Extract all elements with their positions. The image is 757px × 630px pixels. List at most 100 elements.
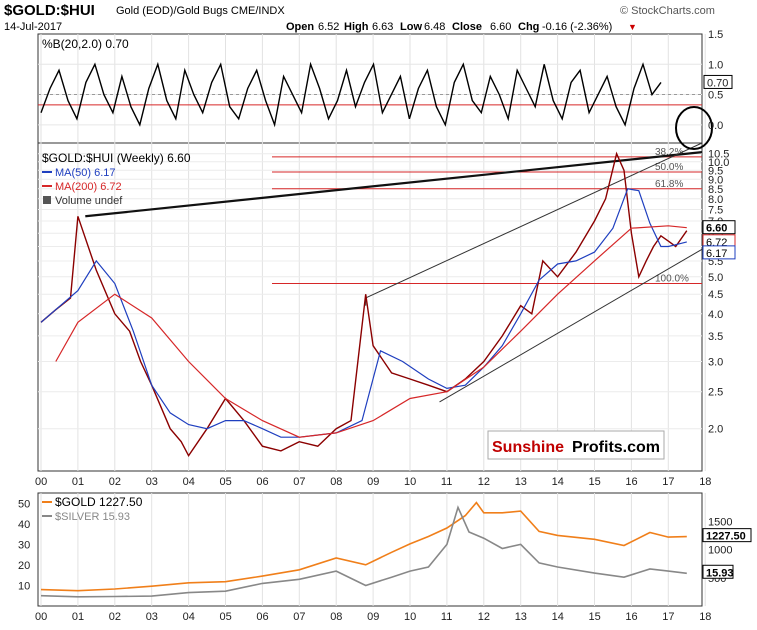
bottom-x-tick: 12 [478, 611, 490, 623]
main-x-tick: 06 [256, 476, 268, 488]
silver-value-label: 15.93 [706, 567, 734, 579]
main-y-tick: 4.0 [708, 309, 723, 321]
bottom-x-tick: 06 [256, 611, 268, 623]
right-value-label: 6.17 [706, 248, 727, 260]
main-x-tick: 14 [552, 476, 564, 488]
main-legend-volume: Volume undef [55, 195, 123, 207]
gold-value-label: 1227.50 [706, 531, 746, 543]
main-x-tick: 05 [220, 476, 232, 488]
main-legend-title: $GOLD:$HUI (Weekly) 6.60 [42, 151, 191, 165]
ma200-line [55, 225, 687, 438]
ind-value-label: 0.70 [707, 77, 728, 89]
bottom-right-tick: 1500 [708, 516, 732, 528]
chg-value: -0.16 (-2.36%) [542, 21, 612, 33]
main-y-tick: 2.5 [708, 387, 723, 399]
bottom-x-tick: 03 [146, 611, 158, 623]
ind-y-tick: 1.5 [708, 29, 723, 41]
bottom-x-tick: 14 [552, 611, 564, 623]
bottom-x-tick: 15 [589, 611, 601, 623]
main-y-tick: 5.0 [708, 272, 723, 284]
watermark-stockcharts: © StockCharts.com [620, 5, 715, 17]
fib-label: 100.0% [655, 274, 689, 285]
main-x-tick: 02 [109, 476, 121, 488]
long-trendline [85, 151, 703, 218]
main-x-tick: 13 [515, 476, 527, 488]
header-description: Gold (EOD)/Gold Bugs CME/INDX [116, 5, 285, 17]
main-x-tick: 17 [662, 476, 674, 488]
bottom-x-tick: 17 [662, 611, 674, 623]
low-label: Low [400, 21, 422, 33]
main-y-tick: 9.5 [708, 165, 723, 177]
watermark-sunshine: Sunshine [492, 439, 564, 456]
main-y-tick: 10.5 [708, 149, 729, 161]
gold-line [40, 501, 687, 592]
chg-arrow-icon: ▼ [628, 22, 637, 32]
watermark-box [487, 430, 665, 460]
bottom-x-tick: 13 [515, 611, 527, 623]
channel-lower-line [439, 248, 703, 403]
bottom-left-tick: 30 [18, 539, 30, 551]
main-y-tick: 8.0 [708, 194, 723, 206]
main-y-tick: 7.5 [708, 205, 723, 217]
open-label: Open [286, 21, 314, 33]
main-y-tick: 3.0 [708, 356, 723, 368]
bottom-x-tick: 00 [35, 611, 47, 623]
bottom-left-tick: 20 [18, 560, 30, 572]
main-panel-frame [37, 142, 703, 472]
header-date: 14-Jul-2017 [4, 21, 62, 33]
open-value: 6.52 [318, 21, 339, 33]
bottom-layer [40, 501, 687, 598]
main-x-tick: 09 [367, 476, 379, 488]
main-layer: 38.2% 50.0% 61.8% 100.0% [40, 106, 713, 458]
right-value-box [702, 245, 736, 260]
ind-y-tick: 1.0 [708, 59, 723, 71]
indicator-panel-frame [37, 33, 703, 144]
bottom-left-tick: 50 [18, 498, 30, 510]
bottom-left-tick: 10 [18, 580, 30, 592]
right-value-label: 6.60 [706, 223, 727, 235]
main-x-tick: 00 [35, 476, 47, 488]
main-x-tick: 15 [589, 476, 601, 488]
main-y-tick: 3.5 [708, 331, 723, 343]
bottom-x-tick: 08 [330, 611, 342, 623]
indicator-legend-title: %B(20,2.0) 0.70 [42, 37, 129, 51]
bottom-panel-frame [37, 492, 703, 607]
bottom-x-tick: 01 [72, 611, 84, 623]
bottom-x-tick: 18 [699, 611, 711, 623]
close-label: Close [452, 21, 482, 33]
bottom-right-tick: 1000 [708, 545, 732, 557]
header-symbol: $GOLD:$HUI [4, 2, 95, 19]
ind-y-tick: 0.5 [708, 90, 723, 102]
bottom-x-tick: 09 [367, 611, 379, 623]
main-y-tick: 8.5 [708, 184, 723, 196]
silver-line [40, 505, 687, 598]
main-x-tick: 16 [625, 476, 637, 488]
bottom-x-tick: 16 [625, 611, 637, 623]
fib-label: 61.8% [655, 179, 683, 190]
silver-value-box [702, 564, 734, 579]
main-x-tick: 08 [330, 476, 342, 488]
chg-label: Chg [518, 21, 539, 33]
bottom-legend-gold: $GOLD 1227.50 [55, 495, 143, 509]
main-y-tick: 9.0 [708, 174, 723, 186]
high-value: 6.63 [372, 21, 393, 33]
bottom-legend-silver: $SILVER 15.93 [55, 511, 130, 523]
main-x-tick: 01 [72, 476, 84, 488]
ohlc-readout: Open 6.52 High 6.63 Low 6.48 Close 6.60 … [286, 21, 637, 33]
ind-value-box [703, 74, 733, 89]
bottom-x-tick: 10 [404, 611, 416, 623]
main-x-tick: 18 [699, 476, 711, 488]
main-x-tick: 07 [293, 476, 305, 488]
bottom-x-tick: 04 [183, 611, 195, 623]
main-y-tick: 10.0 [708, 157, 729, 169]
low-value: 6.48 [424, 21, 445, 33]
percent-b-line [40, 61, 662, 128]
bottom-x-tick: 11 [441, 611, 452, 623]
main-y-tick: 4.5 [708, 289, 723, 301]
bottom-x-tick: 07 [293, 611, 305, 623]
fib-label: 50.0% [655, 162, 683, 173]
annotation-circle [675, 106, 713, 150]
right-value-box [702, 220, 736, 235]
close-value: 6.60 [490, 21, 511, 33]
